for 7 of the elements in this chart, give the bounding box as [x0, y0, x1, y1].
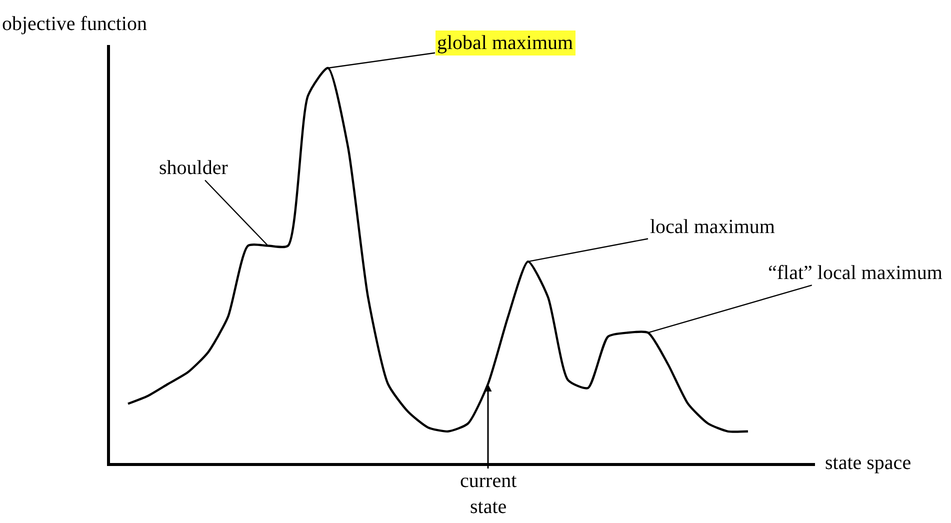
annotation: shoulder — [159, 157, 228, 179]
text: current state — [460, 470, 518, 518]
text: “flat” local maximum — [768, 262, 943, 284]
x-axis-title: state space — [825, 452, 912, 474]
text: global maximum — [437, 32, 574, 54]
annotation: local maximum — [650, 216, 776, 238]
y-axis-title: objective function — [2, 13, 147, 35]
